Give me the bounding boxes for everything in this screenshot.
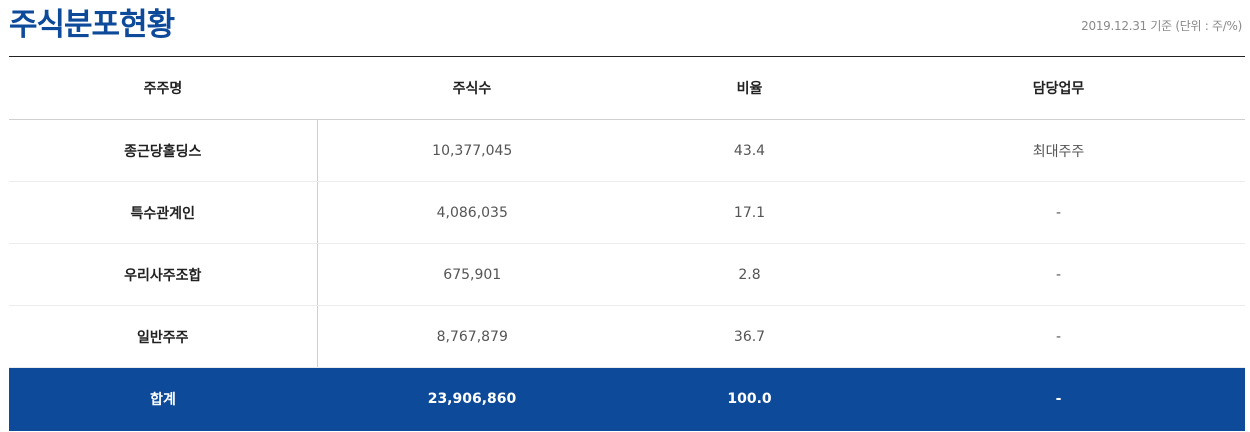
shares-cell: 10,377,045	[317, 119, 627, 182]
column-header-shares: 주식수	[317, 56, 627, 120]
share-distribution-table: 주주명 주식수 비율 담당업무 종근당홀딩스 10,377,045 43.4 최…	[9, 56, 1245, 431]
role-cell: -	[872, 243, 1245, 306]
basis-date-note: 2019.12.31 기준 (단위 : 주/%)	[1081, 19, 1242, 33]
shares-cell: 4,086,035	[317, 181, 627, 244]
holder-name-cell: 우리사주조합	[9, 243, 318, 306]
holder-name-cell: 일반주주	[9, 305, 318, 368]
total-shares-cell: 23,906,860	[317, 367, 627, 431]
holder-name-cell: 종근당홀딩스	[9, 119, 318, 182]
table-row: 일반주주 8,767,879 36.7 -	[9, 305, 1245, 368]
total-ratio-cell: 100.0	[627, 367, 872, 431]
total-role-cell: -	[872, 367, 1245, 431]
total-row: 합계 23,906,860 100.0 -	[9, 367, 1245, 431]
shares-cell: 8,767,879	[317, 305, 627, 368]
column-header-role: 담당업무	[872, 56, 1245, 120]
shares-cell: 675,901	[317, 243, 627, 306]
holder-name-cell: 특수관계인	[9, 181, 318, 244]
role-cell: 최대주주	[872, 119, 1245, 182]
total-label-cell: 합계	[9, 367, 317, 431]
table-row: 종근당홀딩스 10,377,045 43.4 최대주주	[9, 119, 1245, 182]
table-row: 우리사주조합 675,901 2.8 -	[9, 243, 1245, 306]
table-row: 특수관계인 4,086,035 17.1 -	[9, 181, 1245, 244]
column-header-holder: 주주명	[9, 56, 317, 120]
page-title: 주식분포현황	[9, 7, 175, 43]
column-header-ratio: 비율	[627, 56, 872, 120]
ratio-cell: 36.7	[627, 305, 872, 368]
ratio-cell: 2.8	[627, 243, 872, 306]
table-header-row: 주주명 주식수 비율 담당업무	[9, 56, 1245, 120]
role-cell: -	[872, 181, 1245, 244]
ratio-cell: 43.4	[627, 119, 872, 182]
ratio-cell: 17.1	[627, 181, 872, 244]
role-cell: -	[872, 305, 1245, 368]
